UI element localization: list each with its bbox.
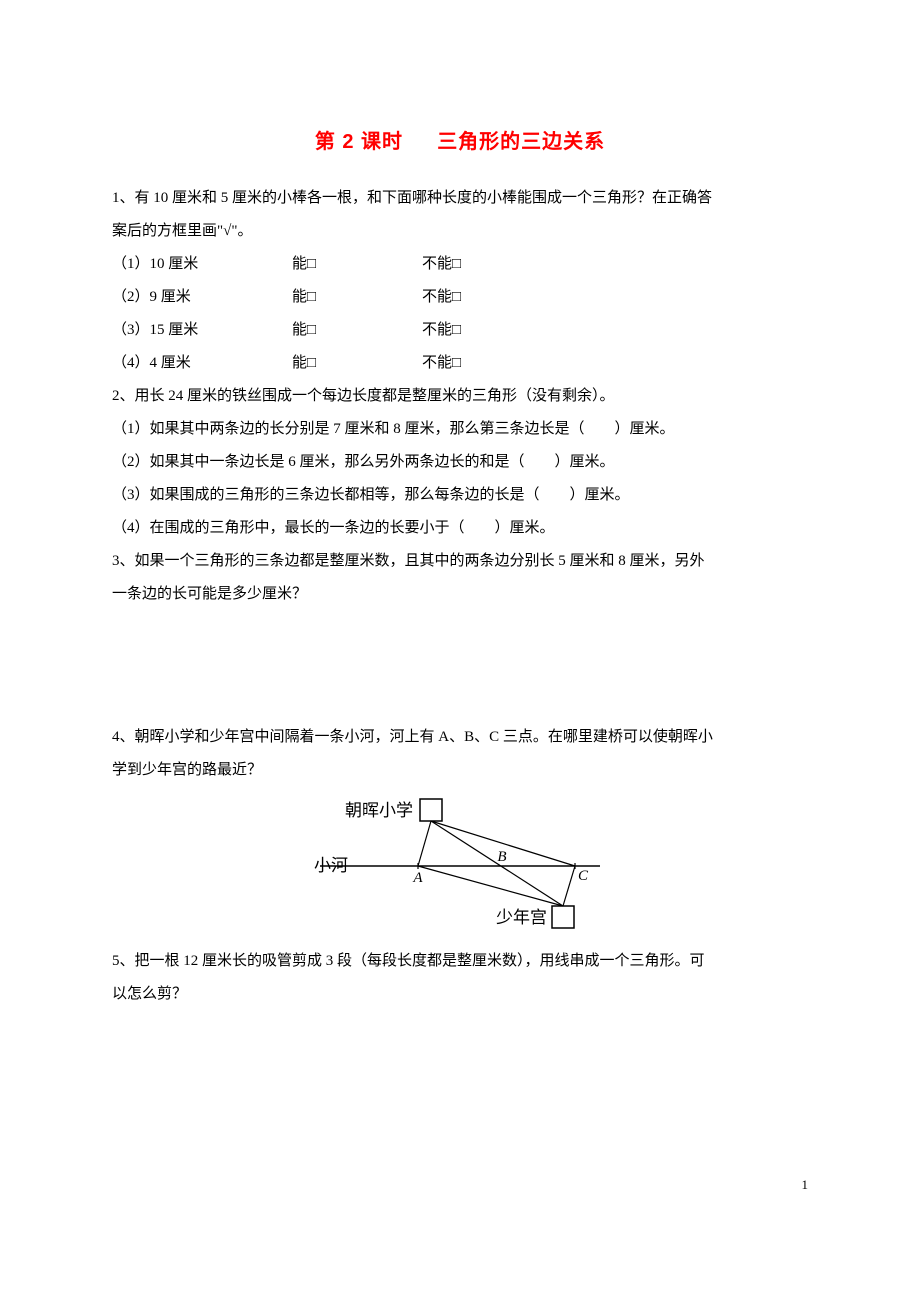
q1-opt2-label: （2）9 厘米	[112, 281, 292, 314]
q2-part1: （1）如果其中两条边的长分别是 7 厘米和 8 厘米，那么第三条边长是（ ）厘米…	[112, 413, 808, 446]
title-spacer	[410, 131, 431, 153]
blank-space-q3	[112, 611, 808, 721]
q1-option-4: （4）4 厘米 能□ 不能□	[112, 347, 808, 380]
page-number: 1	[112, 1171, 808, 1200]
q1-opt2-no: 不能□	[422, 281, 461, 314]
document-page: 第 2 课时 三角形的三边关系 1、有 10 厘米和 5 厘米的小棒各一根，和下…	[0, 0, 920, 1260]
q1-option-3: （3）15 厘米 能□ 不能□	[112, 314, 808, 347]
q1-opt3-yes: 能□	[292, 314, 422, 347]
q3-line2: 一条边的长可能是多少厘米？	[112, 578, 808, 611]
q1-opt3-no: 不能□	[422, 314, 461, 347]
q1-opt2-yes: 能□	[292, 281, 422, 314]
question-3: 3、如果一个三角形的三条边都是整厘米数，且其中的两条边分别长 5 厘米和 8 厘…	[112, 545, 808, 611]
title-part-2: 三角形的三边关系	[437, 131, 605, 153]
palace-label: 少年宫	[496, 908, 547, 927]
q1-stem-line2: 案后的方框里画"√"。	[112, 215, 808, 248]
q2-part3: （3）如果围成的三角形的三条边长都相等，那么每条边的长是（ ）厘米。	[112, 479, 808, 512]
question-5: 5、把一根 12 厘米长的吸管剪成 3 段（每段长度都是整厘米数），用线串成一个…	[112, 945, 808, 1011]
q2-part2: （2）如果其中一条边长是 6 厘米，那么另外两条边长的和是（ ）厘米。	[112, 446, 808, 479]
q1-option-2: （2）9 厘米 能□ 不能□	[112, 281, 808, 314]
q1-opt4-yes: 能□	[292, 347, 422, 380]
q1-opt4-no: 不能□	[422, 347, 461, 380]
q4-line2: 学到少年宫的路最近？	[112, 754, 808, 787]
question-1: 1、有 10 厘米和 5 厘米的小棒各一根，和下面哪种长度的小棒能围成一个三角形…	[112, 182, 808, 380]
school-label: 朝晖小学	[345, 801, 413, 820]
q1-opt3-label: （3）15 厘米	[112, 314, 292, 347]
q5-line1: 5、把一根 12 厘米长的吸管剪成 3 段（每段长度都是整厘米数），用线串成一个…	[112, 945, 808, 978]
q1-option-1: （1）10 厘米 能□ 不能□	[112, 248, 808, 281]
q5-line2: 以怎么剪？	[112, 978, 808, 1011]
q1-opt1-label: （1）10 厘米	[112, 248, 292, 281]
q1-opt1-no: 不能□	[422, 248, 461, 281]
question-2: 2、用长 24 厘米的铁丝围成一个每边长度都是整厘米的三角形（没有剩余）。 （1…	[112, 380, 808, 545]
point-c-label: C	[578, 868, 589, 884]
q3-line1: 3、如果一个三角形的三条边都是整厘米数，且其中的两条边分别长 5 厘米和 8 厘…	[112, 545, 808, 578]
bridge-diagram: 朝晖小学 少年宫 小河 A B C	[300, 791, 620, 941]
q1-opt1-yes: 能□	[292, 248, 422, 281]
q4-figure: 朝晖小学 少年宫 小河 A B C	[112, 791, 808, 941]
q1-stem-line1: 1、有 10 厘米和 5 厘米的小棒各一根，和下面哪种长度的小棒能围成一个三角形…	[112, 182, 808, 215]
page-title: 第 2 课时 三角形的三边关系	[112, 120, 808, 164]
q2-stem: 2、用长 24 厘米的铁丝围成一个每边长度都是整厘米的三角形（没有剩余）。	[112, 380, 808, 413]
q1-opt4-label: （4）4 厘米	[112, 347, 292, 380]
point-a-label: A	[412, 870, 423, 886]
point-b-label: B	[497, 849, 506, 865]
question-4: 4、朝晖小学和少年宫中间隔着一条小河，河上有 A、B、C 三点。在哪里建桥可以使…	[112, 721, 808, 941]
title-part-1: 第 2 课时	[315, 131, 403, 153]
q4-line1: 4、朝晖小学和少年宫中间隔着一条小河，河上有 A、B、C 三点。在哪里建桥可以使…	[112, 721, 808, 754]
q2-part4: （4）在围成的三角形中，最长的一条边的长要小于（ ）厘米。	[112, 512, 808, 545]
river-label: 小河	[314, 856, 348, 875]
